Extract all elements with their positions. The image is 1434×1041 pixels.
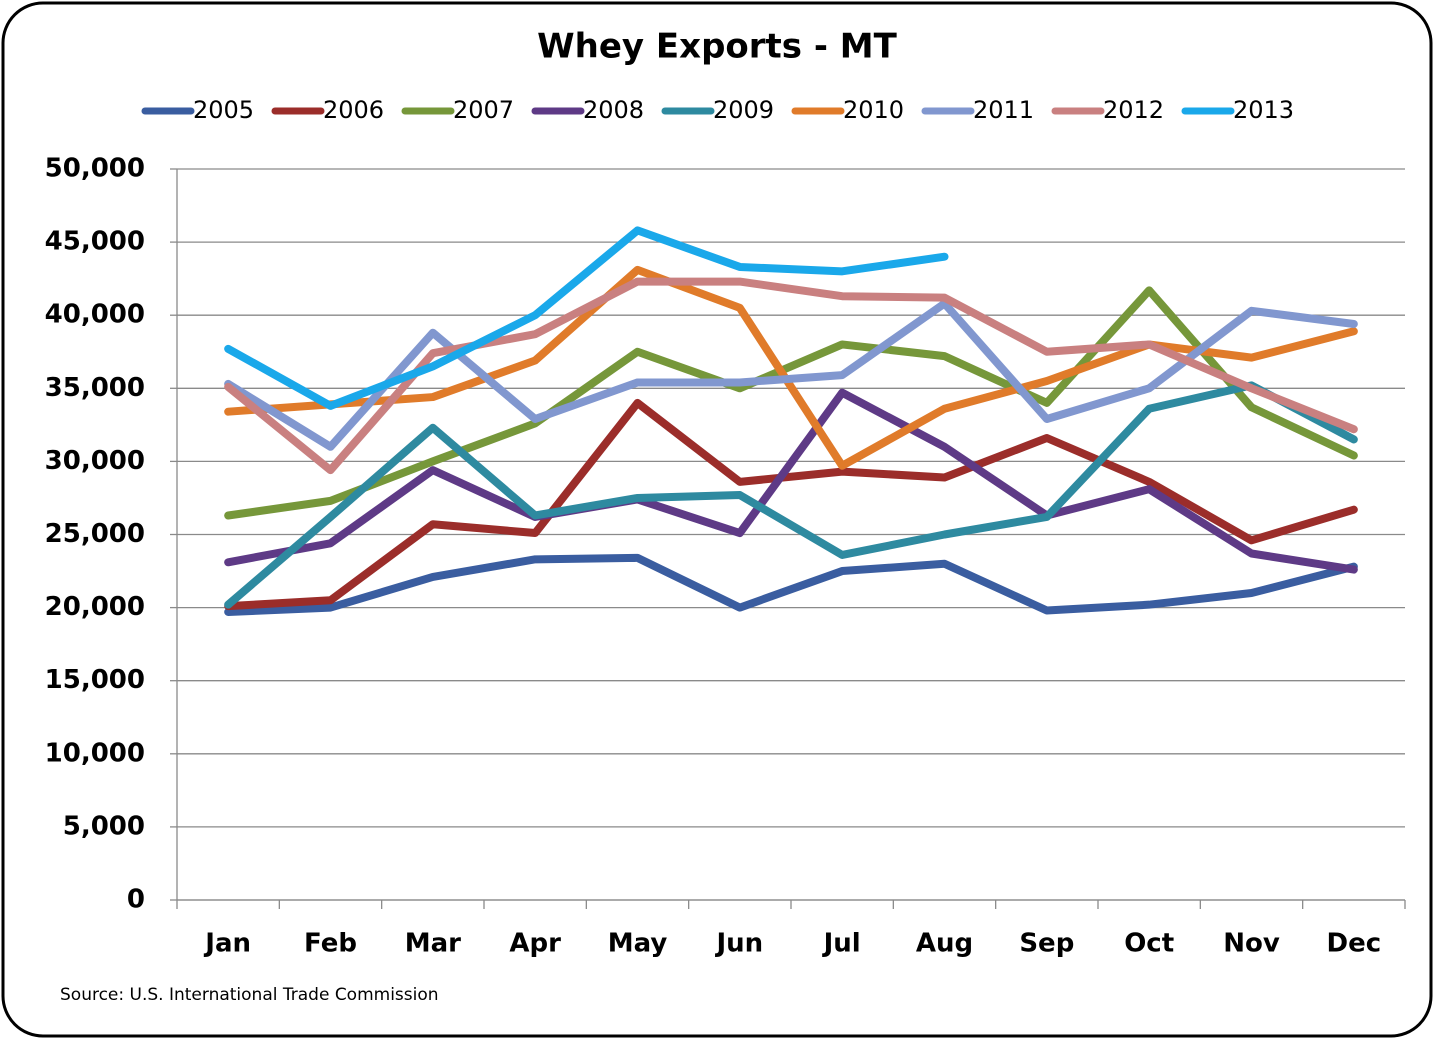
x-tick-label: Oct (1124, 929, 1174, 959)
x-tick-label: Sep (1019, 929, 1074, 959)
x-tick-label: Dec (1327, 929, 1382, 959)
x-tick-label: May (608, 929, 668, 959)
series-line (224, 388, 1358, 574)
x-tick-label: Apr (509, 929, 561, 959)
y-tick-label: 40,000 (45, 300, 145, 330)
y-tick-label: 0 (127, 885, 145, 915)
x-tick-label: Feb (304, 929, 357, 959)
legend-label: 2013 (1233, 96, 1294, 124)
legend-label: 2010 (843, 96, 904, 124)
y-tick-label: 45,000 (45, 227, 145, 257)
x-tick-label: Mar (405, 929, 461, 959)
series-line (224, 299, 1358, 451)
chart-title: Whey Exports - MT (537, 27, 897, 67)
legend-label: 2009 (713, 96, 774, 124)
series-line (224, 553, 1358, 616)
x-tick-label: Jun (714, 929, 763, 959)
x-tick-label: Aug (916, 929, 973, 959)
series-line (224, 381, 1358, 609)
legend-label: 2006 (323, 96, 384, 124)
y-tick-label: 30,000 (45, 446, 145, 476)
x-tick-label: Jan (203, 929, 251, 959)
series-line (224, 286, 1358, 520)
series-line (224, 265, 1358, 470)
x-tick-label: Jul (822, 929, 861, 959)
legend-label: 2012 (1103, 96, 1164, 124)
y-tick-label: 10,000 (45, 738, 145, 768)
legend-label: 2011 (973, 96, 1034, 124)
y-tick-label: 20,000 (45, 592, 145, 622)
y-tick-label: 25,000 (45, 519, 145, 549)
series-line (224, 398, 1358, 611)
legend-label: 2008 (583, 96, 644, 124)
series-line (224, 226, 949, 410)
y-tick-label: 35,000 (45, 373, 145, 403)
x-tick-label: Nov (1223, 929, 1280, 959)
source-note: Source: U.S. International Trade Commiss… (60, 985, 439, 1005)
legend-label: 2007 (453, 96, 514, 124)
y-tick-label: 15,000 (45, 665, 145, 695)
legend-label: 2005 (193, 96, 254, 124)
y-tick-label: 50,000 (45, 154, 145, 184)
y-tick-label: 5,000 (63, 811, 145, 841)
